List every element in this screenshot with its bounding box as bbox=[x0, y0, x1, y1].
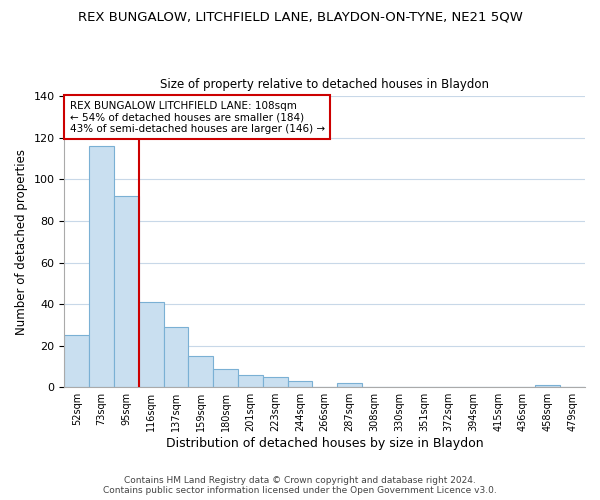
Bar bbox=[188, 356, 213, 387]
Y-axis label: Number of detached properties: Number of detached properties bbox=[15, 149, 28, 335]
Bar bbox=[213, 368, 238, 387]
Bar bbox=[535, 385, 560, 387]
Bar bbox=[64, 336, 89, 387]
Text: Contains HM Land Registry data © Crown copyright and database right 2024.
Contai: Contains HM Land Registry data © Crown c… bbox=[103, 476, 497, 495]
Text: REX BUNGALOW LITCHFIELD LANE: 108sqm
← 54% of detached houses are smaller (184)
: REX BUNGALOW LITCHFIELD LANE: 108sqm ← 5… bbox=[70, 100, 325, 134]
Title: Size of property relative to detached houses in Blaydon: Size of property relative to detached ho… bbox=[160, 78, 489, 91]
Bar bbox=[89, 146, 114, 387]
Bar bbox=[164, 327, 188, 387]
Bar bbox=[114, 196, 139, 387]
X-axis label: Distribution of detached houses by size in Blaydon: Distribution of detached houses by size … bbox=[166, 437, 484, 450]
Bar bbox=[238, 374, 263, 387]
Bar bbox=[287, 381, 313, 387]
Bar bbox=[337, 383, 362, 387]
Text: REX BUNGALOW, LITCHFIELD LANE, BLAYDON-ON-TYNE, NE21 5QW: REX BUNGALOW, LITCHFIELD LANE, BLAYDON-O… bbox=[77, 10, 523, 23]
Bar bbox=[263, 377, 287, 387]
Bar bbox=[139, 302, 164, 387]
